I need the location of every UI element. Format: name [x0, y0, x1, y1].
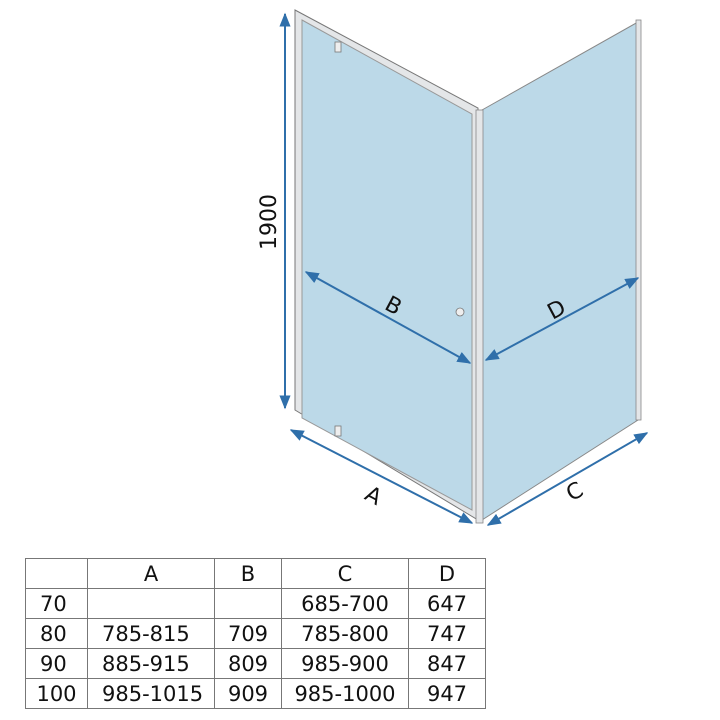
label-c: C	[562, 478, 587, 507]
dimension-a-arrow	[289, 429, 474, 524]
height-label: 1900	[257, 194, 282, 250]
table-row: 70 685-700 647	[25, 588, 486, 619]
size-cell: 70	[25, 588, 88, 619]
cell-c: 685-700	[281, 588, 409, 619]
cell-b	[214, 588, 282, 619]
cell-d: 747	[408, 618, 486, 649]
table-row: 80 785-815 709 785-800 747	[25, 618, 486, 649]
cell-b: 709	[214, 618, 282, 649]
dimensions-table: A B C D 70 685-700 647 80 785-815 709 78…	[25, 558, 486, 709]
cell-c: 985-1000	[281, 678, 409, 709]
cell-b: 909	[214, 678, 282, 709]
door-panel	[294, 9, 484, 524]
header-cell: B	[214, 558, 282, 589]
size-cell: 80	[25, 618, 88, 649]
side-panel	[481, 19, 642, 521]
cell-a: 985-1015	[87, 678, 215, 709]
top-hinge-icon	[334, 41, 342, 53]
label-a: A	[361, 482, 386, 511]
dimension-b-arrow	[304, 271, 472, 364]
table-row: 100 985-1015 909 985-1000 947	[25, 678, 486, 709]
cell-a: 785-815	[87, 618, 215, 649]
cell-a: 885-915	[87, 648, 215, 679]
size-cell: 90	[25, 648, 88, 679]
header-cell	[25, 558, 88, 589]
table-header-row: A B C D	[25, 558, 486, 589]
header-cell: D	[408, 558, 486, 589]
table-row: 90 885-915 809 985-900 847	[25, 648, 486, 679]
shower-enclosure-diagram: 1900 B D A C	[257, 9, 649, 526]
cell-a	[87, 588, 215, 619]
cell-d: 947	[408, 678, 486, 709]
header-cell: A	[87, 558, 215, 589]
door-handle-icon	[455, 307, 465, 317]
dimension-d-arrow	[484, 277, 640, 361]
cell-b: 809	[214, 648, 282, 679]
cell-c: 985-900	[281, 648, 409, 679]
cell-c: 785-800	[281, 618, 409, 649]
dimension-c-arrow	[486, 432, 649, 526]
cell-d: 847	[408, 648, 486, 679]
bottom-hinge-icon	[334, 425, 342, 437]
size-cell: 100	[25, 678, 88, 709]
cell-d: 647	[408, 588, 486, 619]
header-cell: C	[281, 558, 409, 589]
